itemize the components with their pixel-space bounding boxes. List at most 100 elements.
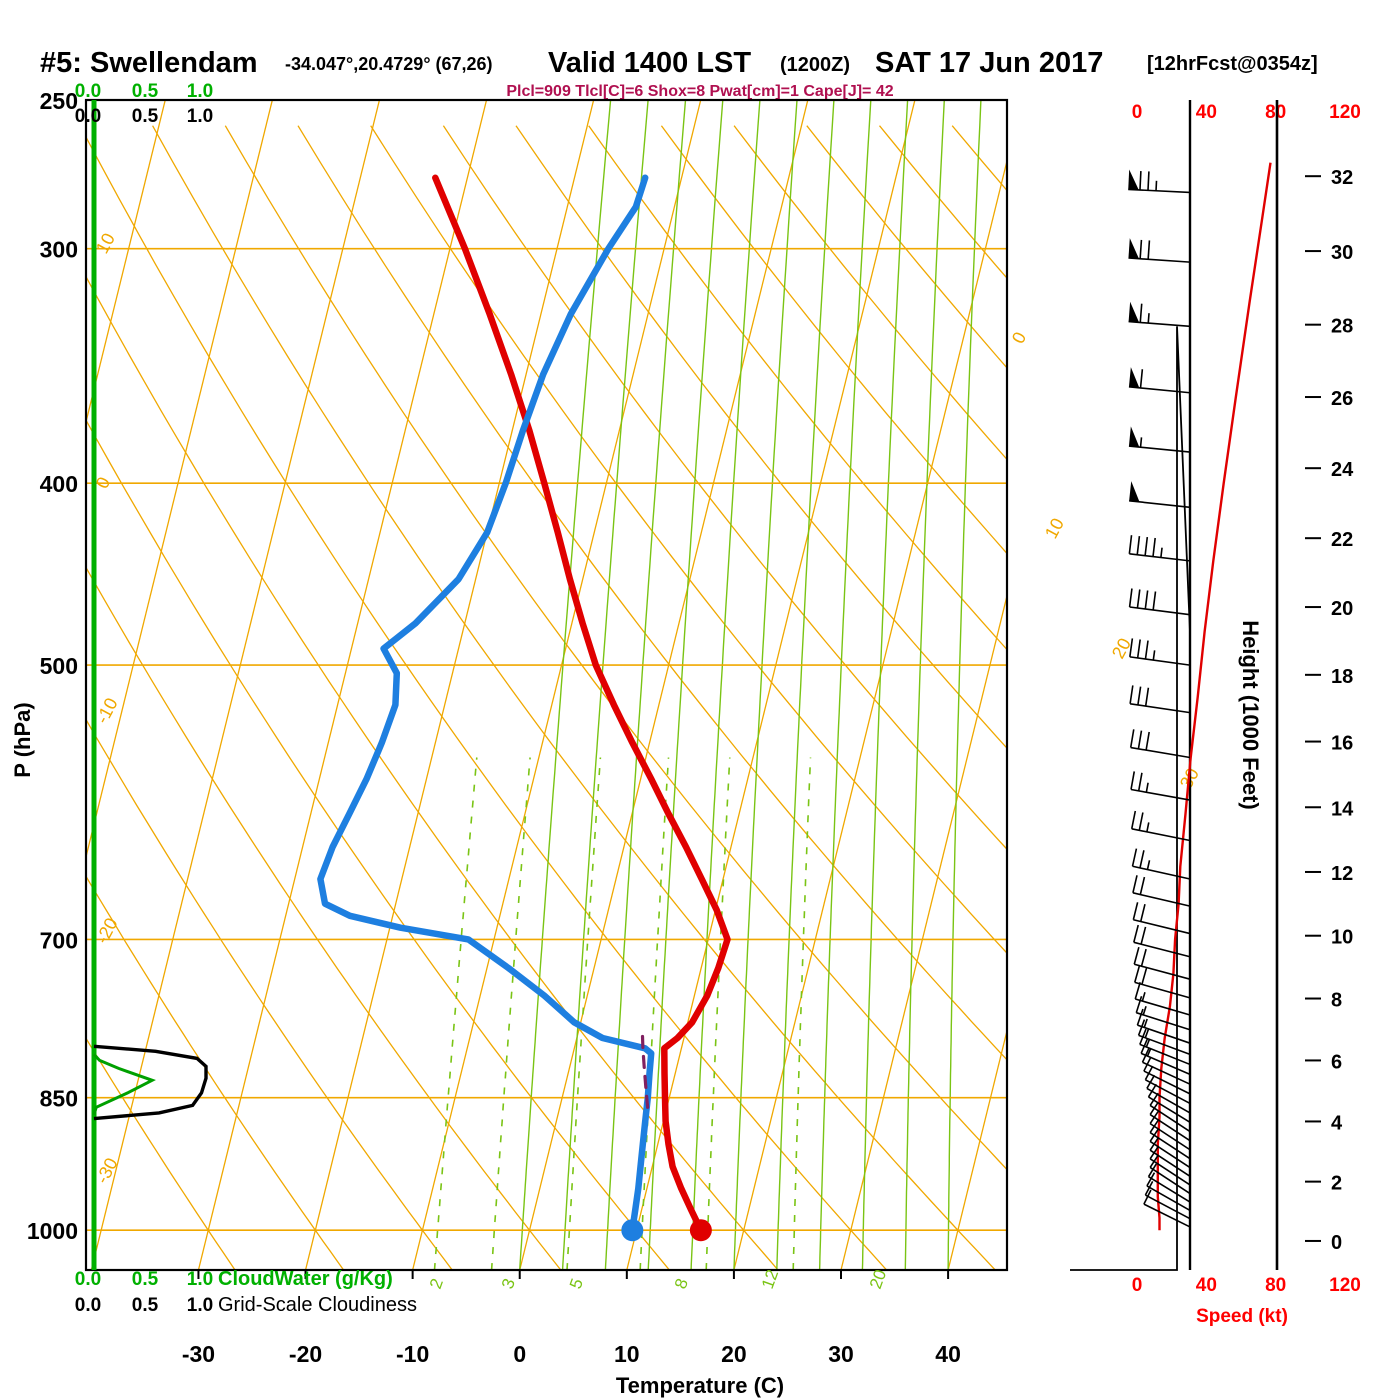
pressure-tick-label: 850 [40, 1086, 78, 1112]
valid-time: Valid 1400 LST [548, 47, 751, 79]
plot-frame [84, 98, 1009, 1272]
wind-barb [1149, 1128, 1191, 1169]
wind-barb [1128, 169, 1191, 194]
wind-barb [1128, 238, 1191, 263]
surface-temperature-dot [689, 1219, 712, 1242]
cloudwater-axis-label: CloudWater (g/Kg) [218, 1268, 393, 1290]
stability-indices: Plcl=909 Tlcl[C]=6 Shox=8 Pwat[cm]=1 Cap… [506, 83, 893, 100]
skewt-box [84, 98, 1009, 1272]
wind-barb [1130, 771, 1191, 801]
height-tick-label: 6 [1331, 1051, 1342, 1073]
wind-barb [1128, 367, 1191, 394]
wind-barb [1128, 426, 1191, 453]
height-tick-label: 8 [1331, 990, 1342, 1012]
wind-barb [1144, 1065, 1191, 1105]
pressure-tick-label: 250 [40, 88, 78, 114]
dry-adiabat-line [86, 718, 453, 1270]
sounding-traces [92, 174, 731, 1242]
speed-tick-label-top: 0 [1132, 102, 1143, 123]
trace-parcel [640, 1031, 650, 1109]
height-tick-label: 24 [1331, 459, 1354, 481]
wind-barb [1129, 638, 1191, 666]
dry-adiabat-line [224, 125, 1007, 1171]
speed-tick-label-bottom: 40 [1196, 1275, 1217, 1296]
speed-tick-label-top: 40 [1196, 102, 1217, 123]
dry-adiabat-line [1170, 126, 1400, 558]
mixing-ratio-label: 8 [671, 1276, 692, 1291]
pressure-tick-label: 400 [40, 471, 78, 497]
height-tick-label: 30 [1331, 242, 1353, 264]
trace-cloudwater [92, 1053, 156, 1116]
wind-barb [1132, 875, 1191, 907]
dry-adiabat-line [86, 566, 562, 1270]
gridline-labels: 100-10-20-30010203023581220 [92, 230, 1203, 1292]
isotherm-line [90, 100, 381, 1270]
isotherm-line [86, 100, 166, 425]
mixing-ratio-line [792, 757, 812, 1270]
saturated-adiabat-line [690, 100, 761, 1270]
saturated-adiabat-line [604, 100, 687, 1270]
wind-barb [1128, 301, 1191, 328]
mixing-ratio-label: 2 [426, 1276, 447, 1291]
trace-wind-speed [1156, 162, 1272, 1231]
wind-barb [1130, 810, 1191, 842]
wind-panel [1070, 100, 1321, 1271]
wind-barb [1133, 965, 1191, 999]
dry-adiabat-line [86, 1037, 236, 1270]
dry-adiabat-line [733, 125, 1007, 461]
temperature-tick-label: 10 [614, 1341, 640, 1367]
height-tick-label: 18 [1331, 666, 1353, 688]
wind-barb [1132, 902, 1191, 935]
wind-barb [1149, 1137, 1191, 1177]
mixing-ratio-line [490, 757, 531, 1270]
saturated-adiabat-line [818, 100, 872, 1270]
cloudiness-axis-label: Grid-Scale Cloudiness [218, 1294, 417, 1316]
dry-adiabat-line [86, 135, 888, 1270]
wind-barb [1129, 729, 1191, 759]
dry-adiabat-line [660, 125, 1007, 555]
height-tick-label: 20 [1331, 598, 1353, 620]
dry-adiabat-line [86, 875, 345, 1270]
dry-adiabat-line [152, 125, 996, 1270]
wind-barb [1143, 1056, 1191, 1095]
mixing-ratio-line [705, 757, 731, 1270]
saturated-adiabat-line [519, 100, 612, 1270]
height-tick-label: 0 [1331, 1232, 1342, 1254]
isotherm-label: 10 [1041, 515, 1068, 542]
speed-tick-label-top: 80 [1265, 102, 1286, 123]
height-tick-label: 2 [1331, 1173, 1342, 1195]
wind-barb [1129, 481, 1191, 509]
wind-barb [1147, 1163, 1191, 1203]
saturated-adiabat-line [733, 100, 798, 1270]
wind-panel-outline [1070, 100, 1191, 1271]
isotherm-line [626, 100, 916, 1270]
wind-barb [1131, 848, 1191, 880]
speed-tick-label-bottom: 0 [1132, 1275, 1143, 1296]
cloudwater-tick-label-top: 1.0 [187, 81, 213, 102]
isotherm-line [86, 100, 273, 860]
cloudiness-tick-label-bottom: 0.0 [75, 1295, 101, 1316]
mixing-ratio-line [433, 757, 478, 1270]
saturated-adiabat-line [647, 100, 724, 1270]
cloudwater-tick-label-bottom: 0.0 [75, 1269, 101, 1290]
surface-dewpoint-dot [621, 1219, 644, 1242]
dry-adiabat-line [86, 418, 670, 1270]
pressure-tick-label: 1000 [27, 1218, 78, 1244]
wind-barb [1144, 1180, 1191, 1220]
wind-barb [1128, 588, 1191, 616]
wind-barb [1128, 535, 1191, 562]
saturated-adiabat-line [776, 100, 835, 1270]
temperature-tick-label: -30 [182, 1341, 215, 1367]
station-title: #5: Swellendam [40, 47, 258, 79]
dry-adiabat-line [370, 125, 1007, 955]
cloudwater-tick-label-bottom: 0.5 [132, 1269, 159, 1290]
isotherm-line [197, 100, 488, 1270]
dry-adiabat-line [806, 125, 1007, 369]
cloudiness-tick-label-top: 0.0 [75, 106, 101, 127]
mixing-ratio-line [639, 757, 670, 1270]
cloudiness-tick-label-top: 1.0 [187, 106, 213, 127]
height-tick-label: 14 [1331, 798, 1354, 820]
